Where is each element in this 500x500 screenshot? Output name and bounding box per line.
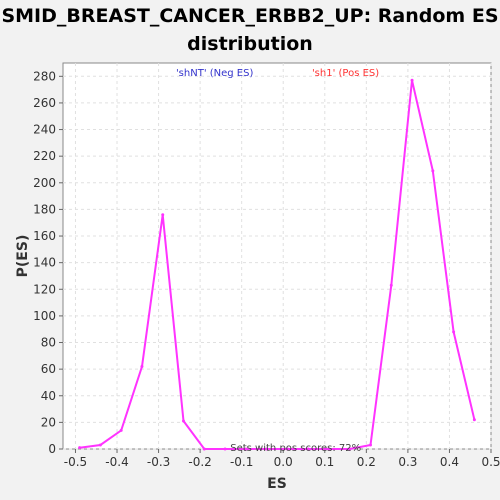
grid bbox=[63, 63, 492, 450]
data-point bbox=[368, 443, 372, 447]
legend-entry: 'shNT' (Neg ES) bbox=[176, 68, 254, 79]
y-tick-label: 40 bbox=[41, 389, 56, 403]
y-axis-label: P(ES) bbox=[15, 235, 31, 278]
y-tick-label: 80 bbox=[41, 336, 56, 350]
data-point bbox=[265, 447, 269, 451]
y-tick-label: 100 bbox=[33, 309, 56, 323]
data-point bbox=[285, 447, 289, 451]
y-tick-label: 0 bbox=[48, 442, 56, 456]
x-tick-label: -0.4 bbox=[105, 455, 128, 469]
x-tick-label: -0.1 bbox=[230, 455, 253, 469]
x-tick-label: 0.5 bbox=[481, 455, 500, 469]
data-point bbox=[202, 447, 206, 451]
x-tick-label: 0.2 bbox=[357, 455, 376, 469]
data-point bbox=[140, 364, 144, 368]
x-tick-label: -0.3 bbox=[147, 455, 170, 469]
data-point bbox=[431, 169, 435, 173]
data-point bbox=[98, 443, 102, 447]
data-point bbox=[244, 447, 248, 451]
x-tick-label: -0.2 bbox=[188, 455, 211, 469]
y-tick-label: 200 bbox=[33, 176, 56, 190]
data-point bbox=[119, 428, 123, 432]
data-point bbox=[306, 447, 310, 451]
data-point bbox=[472, 418, 476, 422]
legend-entry: 'sh1' (Pos ES) bbox=[312, 68, 379, 79]
x-tick-label: 0.0 bbox=[274, 455, 293, 469]
y-tick-label: 180 bbox=[33, 202, 56, 216]
chart-title: SMID_BREAST_CANCER_ERBB2_UP: Random ES d… bbox=[1, 5, 499, 55]
data-point bbox=[348, 447, 352, 451]
data-point bbox=[223, 447, 227, 451]
y-tick-label: 120 bbox=[33, 282, 56, 296]
y-tick-label: 240 bbox=[33, 123, 56, 137]
y-tick-label: 140 bbox=[33, 256, 56, 270]
data-point bbox=[161, 213, 165, 217]
x-tick-label: 0.1 bbox=[315, 455, 334, 469]
y-tick-label: 280 bbox=[33, 69, 56, 83]
es-distribution-line bbox=[79, 80, 476, 450]
y-tick-label: 60 bbox=[41, 362, 56, 376]
pos-scores-annotation: Sets with pos scores: 72% bbox=[230, 443, 361, 454]
y-tick-label: 20 bbox=[41, 415, 56, 429]
x-tick-label: 0.3 bbox=[398, 455, 417, 469]
x-tick-label: 0.4 bbox=[440, 455, 459, 469]
y-axis: 0 20 40 60 80 100 120 140 160 180 200 220 240 260 280 bbox=[33, 69, 63, 456]
x-axis-label: ES bbox=[267, 476, 287, 492]
data-point bbox=[78, 446, 82, 450]
plot-area bbox=[62, 62, 492, 450]
data-point bbox=[182, 419, 186, 423]
y-tick-label: 220 bbox=[33, 149, 56, 163]
y-tick-label: 260 bbox=[33, 96, 56, 110]
legend: 'shNT' (Neg ES) 'sh1' (Pos ES) bbox=[176, 68, 379, 79]
x-tick-label: -0.5 bbox=[64, 455, 87, 469]
data-point bbox=[410, 78, 414, 82]
data-point bbox=[452, 330, 456, 334]
y-tick-label: 160 bbox=[33, 229, 56, 243]
series-group bbox=[78, 78, 476, 451]
data-point bbox=[389, 283, 393, 287]
data-point bbox=[327, 447, 331, 451]
